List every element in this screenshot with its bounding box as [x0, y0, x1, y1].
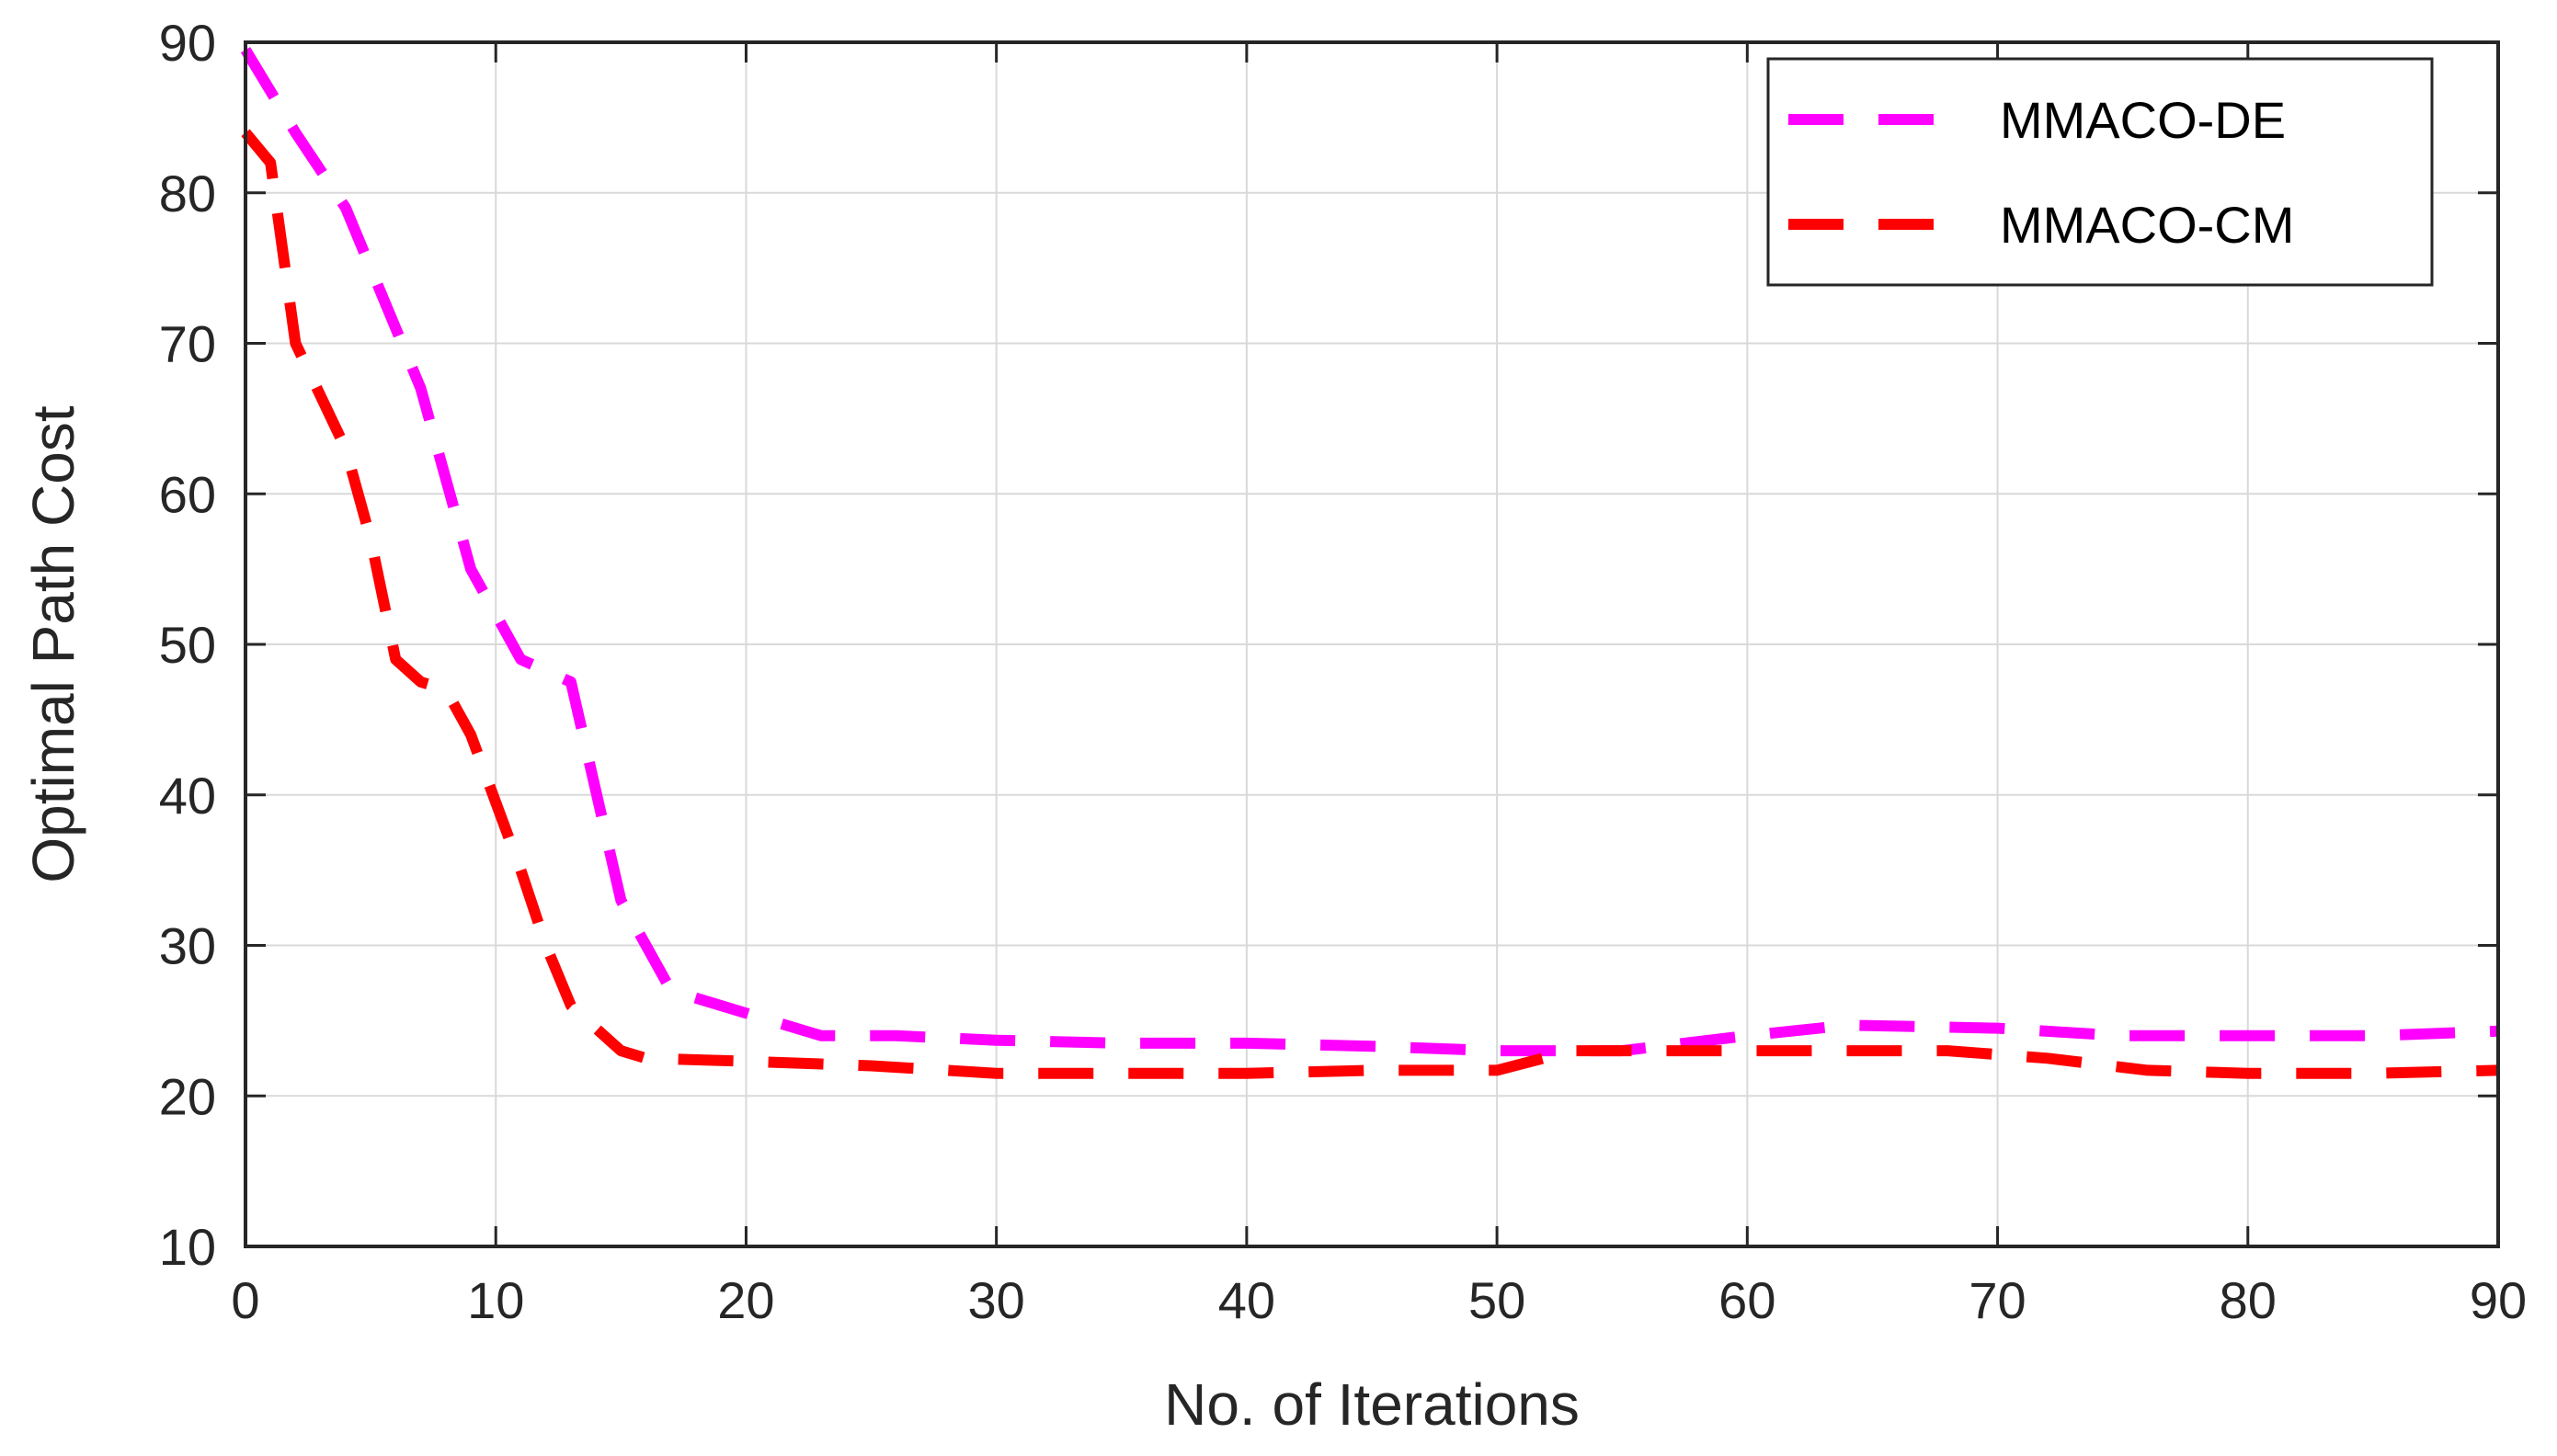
y-tick-label: 30 — [159, 917, 216, 975]
y-tick-label: 10 — [159, 1218, 216, 1276]
x-tick-label: 80 — [2220, 1271, 2277, 1329]
y-tick-label: 90 — [159, 14, 216, 72]
x-tick-label: 30 — [968, 1271, 1025, 1329]
y-axis-label: Optimal Path Cost — [20, 405, 86, 883]
legend-box — [1766, 57, 2434, 287]
y-tick-label: 50 — [159, 616, 216, 674]
x-axis-label: No. of Iterations — [1164, 1371, 1580, 1438]
x-tick-label: 20 — [717, 1271, 774, 1329]
y-tick-label: 20 — [159, 1067, 216, 1125]
legend-label-mmaco-de: MMACO-DE — [2000, 91, 2286, 149]
x-tick-label: 60 — [1718, 1271, 1775, 1329]
y-tick-label: 60 — [159, 465, 216, 523]
series-layer — [240, 47, 2499, 1079]
legend: MMACO-DE MMACO-CM — [1766, 57, 2434, 287]
x-tick-label: 40 — [1218, 1271, 1275, 1329]
series-line-mmaco-de — [240, 47, 2499, 1057]
x-tick-label: 10 — [467, 1271, 524, 1329]
series-line-mmaco-cm — [241, 129, 2499, 1079]
legend-label-mmaco-cm: MMACO-CM — [2000, 196, 2294, 254]
x-tick-label: 0 — [231, 1271, 259, 1329]
x-tick-label: 70 — [1969, 1271, 2026, 1329]
y-tick-label: 70 — [159, 315, 216, 373]
y-tick-label: 40 — [159, 767, 216, 825]
x-tick-labels: 0 10 20 30 40 50 60 70 80 90 — [231, 1271, 2527, 1329]
y-tick-label: 80 — [159, 165, 216, 222]
x-tick-label: 90 — [2470, 1271, 2527, 1329]
x-tick-label: 50 — [1468, 1271, 1525, 1329]
y-tick-labels: 10 20 30 40 50 60 70 80 90 — [159, 14, 216, 1276]
